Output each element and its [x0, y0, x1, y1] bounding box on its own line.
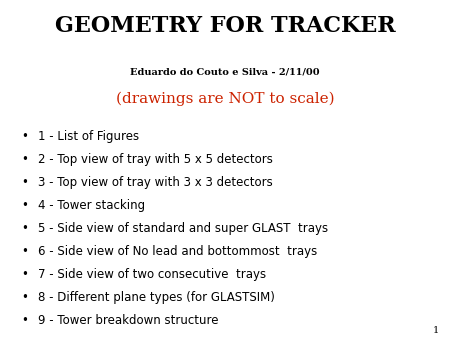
Text: Eduardo do Couto e Silva - 2/11/00: Eduardo do Couto e Silva - 2/11/00: [130, 68, 320, 77]
Text: 6 - Side view of No lead and bottommost  trays: 6 - Side view of No lead and bottommost …: [38, 245, 318, 258]
Text: (drawings are NOT to scale): (drawings are NOT to scale): [116, 91, 334, 106]
Text: 3 - Top view of tray with 3 x 3 detectors: 3 - Top view of tray with 3 x 3 detector…: [38, 176, 273, 189]
Text: •: •: [21, 130, 28, 143]
Text: •: •: [21, 176, 28, 189]
Text: •: •: [21, 268, 28, 281]
Text: •: •: [21, 291, 28, 304]
Text: 9 - Tower breakdown structure: 9 - Tower breakdown structure: [38, 314, 219, 327]
Text: 5 - Side view of standard and super GLAST  trays: 5 - Side view of standard and super GLAS…: [38, 222, 328, 235]
Text: GEOMETRY FOR TRACKER: GEOMETRY FOR TRACKER: [55, 15, 395, 37]
Text: •: •: [21, 245, 28, 258]
Text: 7 - Side view of two consecutive  trays: 7 - Side view of two consecutive trays: [38, 268, 266, 281]
Text: 1: 1: [432, 325, 439, 335]
Text: 8 - Different plane types (for GLASTSIM): 8 - Different plane types (for GLASTSIM): [38, 291, 275, 304]
Text: •: •: [21, 314, 28, 327]
Text: •: •: [21, 199, 28, 212]
Text: 4 - Tower stacking: 4 - Tower stacking: [38, 199, 145, 212]
Text: •: •: [21, 153, 28, 166]
Text: 1 - List of Figures: 1 - List of Figures: [38, 130, 140, 143]
Text: •: •: [21, 222, 28, 235]
Text: 2 - Top view of tray with 5 x 5 detectors: 2 - Top view of tray with 5 x 5 detector…: [38, 153, 273, 166]
